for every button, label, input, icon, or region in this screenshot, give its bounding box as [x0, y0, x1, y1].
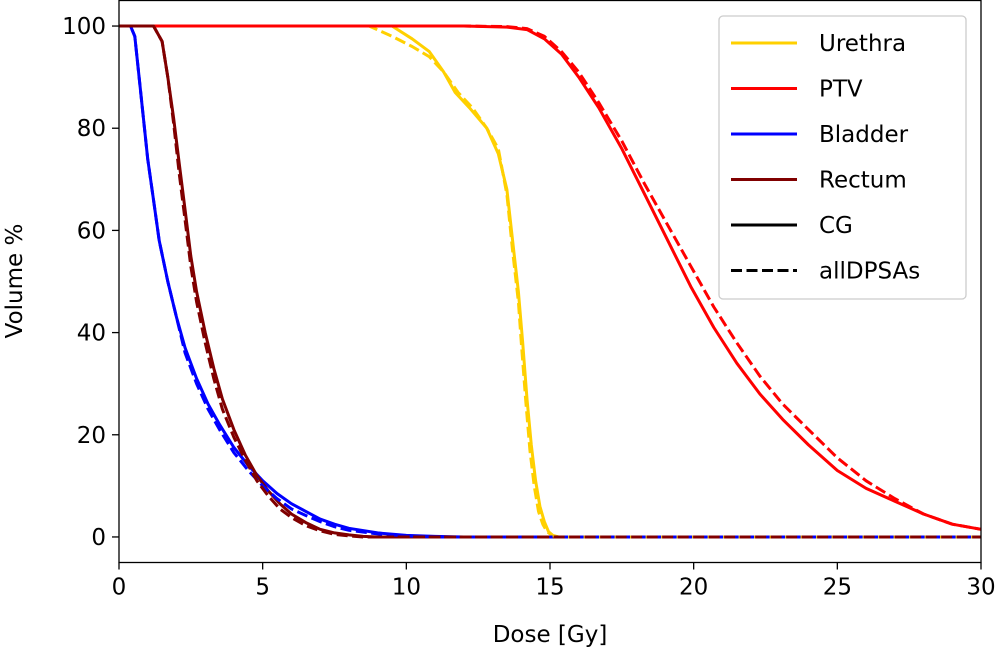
legend-label-rectum: Rectum — [819, 168, 907, 194]
x-axis-label: Dose [Gy] — [493, 622, 608, 648]
series-layer — [119, 24, 982, 539]
legend-label-cg: CG — [819, 213, 853, 239]
series-line-ptv-cg — [119, 24, 982, 531]
y-tick-label: 20 — [77, 423, 106, 449]
y-tick-label: 60 — [77, 218, 106, 244]
series-line-ptv-alldpsas — [119, 24, 982, 531]
legend-label-bladder: Bladder — [819, 122, 909, 148]
x-tick-label: 10 — [392, 575, 421, 601]
legend: Urethra PTV Bladder Rectum CG allDPSAs — [718, 15, 967, 300]
x-tick-label: 30 — [966, 575, 995, 601]
series-line-bladder-alldpsas — [119, 24, 981, 539]
axis-layer: 0 5 10 15 20 25 30 0 20 40 60 80 100 — [62, 14, 996, 600]
y-axis-label: Volume % — [2, 224, 28, 339]
y-tick-label: 80 — [77, 116, 106, 142]
x-tick-label: 15 — [535, 575, 564, 601]
series-line-rectum-alldpsas — [119, 24, 981, 539]
y-tick-label: 100 — [62, 14, 106, 40]
x-tick-label: 0 — [112, 575, 127, 601]
y-tick-label: 40 — [77, 321, 106, 347]
x-tick-label: 25 — [823, 575, 852, 601]
x-tick-label: 5 — [255, 575, 270, 601]
legend-label-alldpsas: allDPSAs — [819, 259, 920, 285]
legend-label-ptv: PTV — [819, 77, 863, 103]
x-tick-label: 20 — [679, 575, 708, 601]
legend-box — [718, 15, 967, 300]
series-line-urethra-alldpsas — [119, 24, 981, 539]
legend-label-urethra: Urethra — [819, 31, 906, 57]
y-tick-label: 0 — [91, 525, 106, 551]
